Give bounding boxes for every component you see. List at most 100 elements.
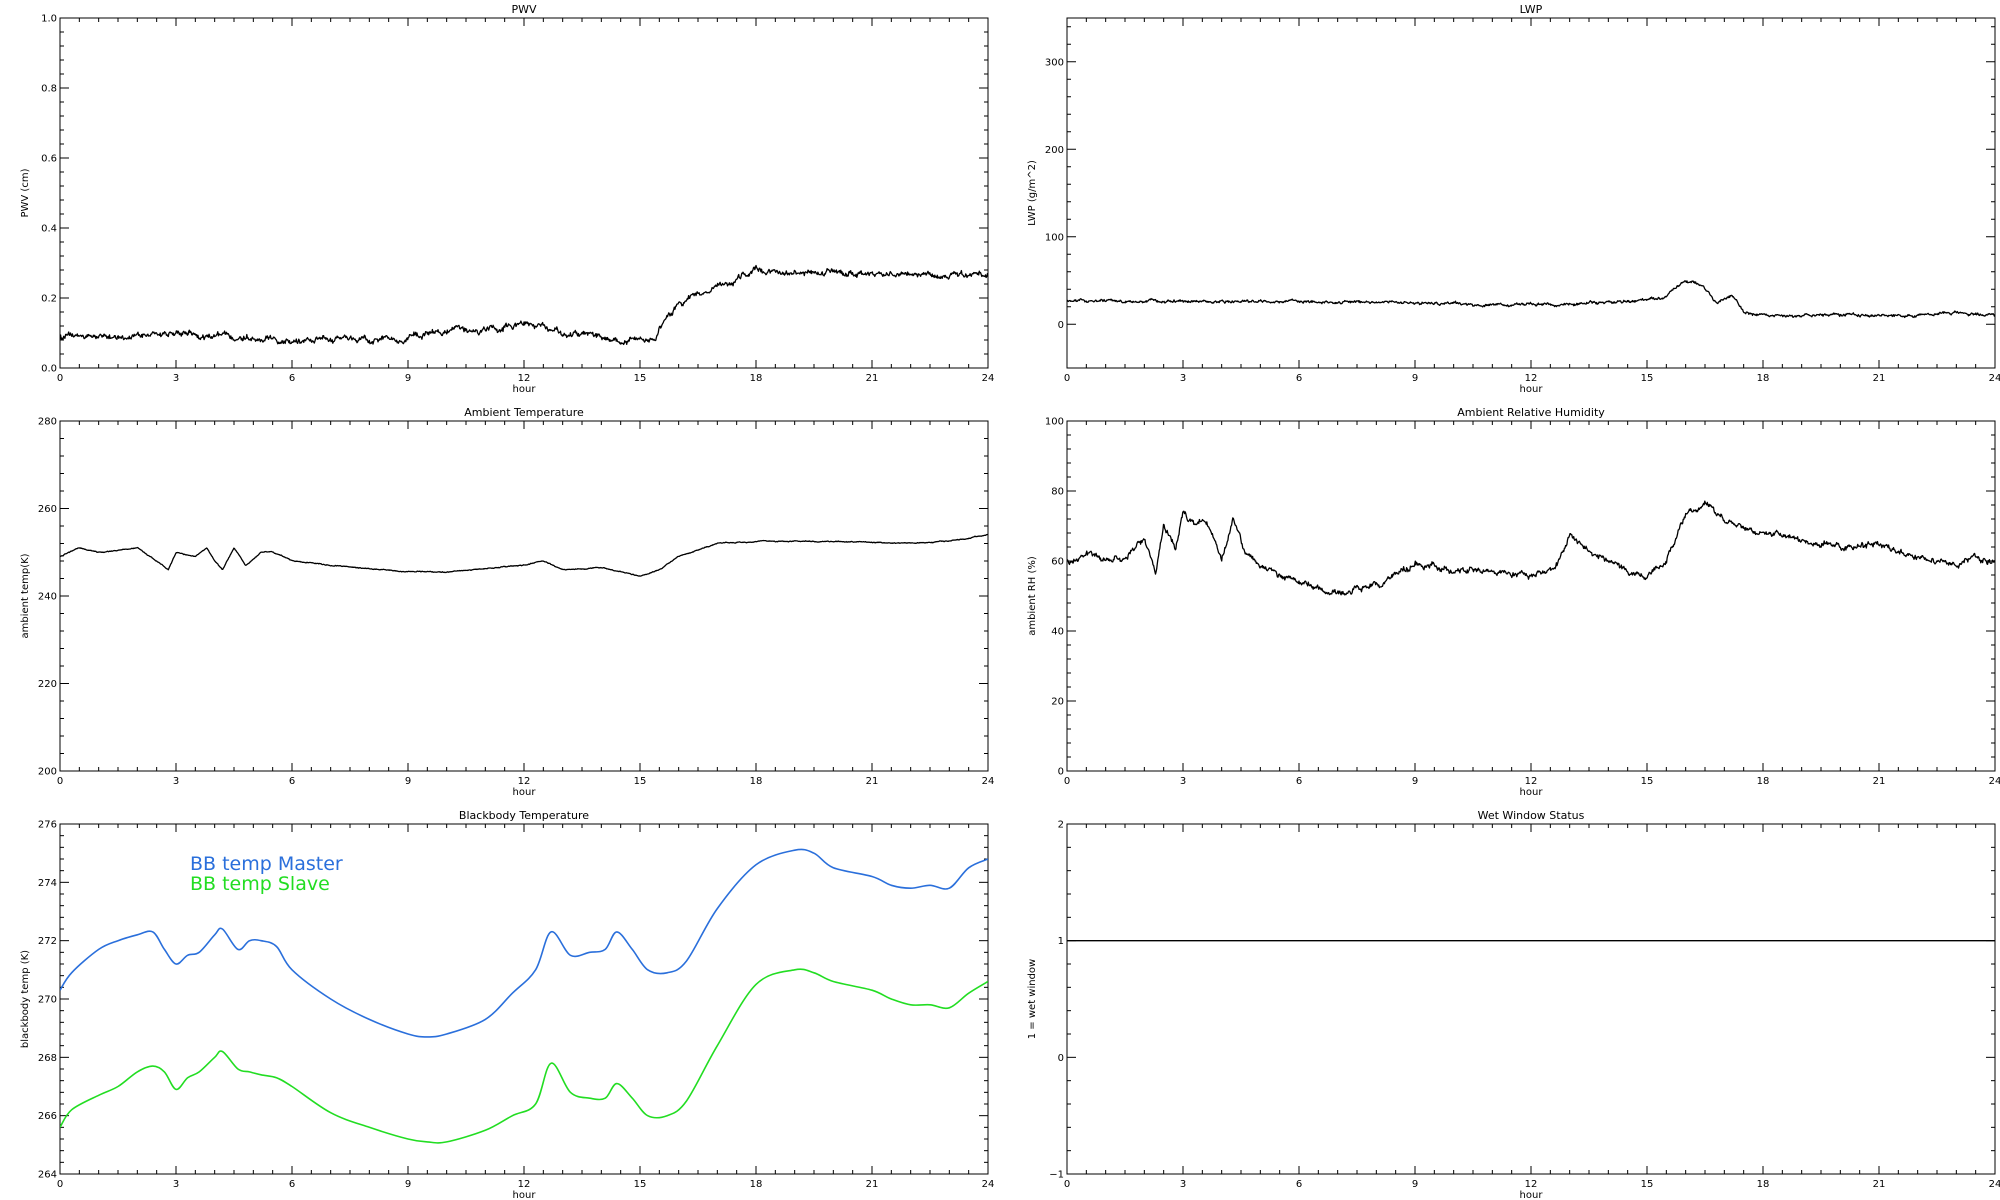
pwv-xtick-label: 24 xyxy=(982,373,995,384)
lwp-xtick-label: 24 xyxy=(1989,373,2000,384)
ambient-temperature-ylabel: ambient temp(K) xyxy=(20,553,31,638)
wet-window-status-ytick-label: 0 xyxy=(1058,1053,1064,1064)
blackbody-temperature-ytick-label: 270 xyxy=(38,995,57,1006)
pwv-ytick-label: 1.0 xyxy=(41,14,57,25)
ambient-temperature-ytick-label: 240 xyxy=(38,592,57,603)
ambient-relative-humidity-ytick-label: 0 xyxy=(1058,767,1064,778)
blackbody-temperature-ytick-label: 272 xyxy=(38,936,57,947)
wet-window-status-frame xyxy=(1066,823,1996,1175)
lwp-xtick-label: 9 xyxy=(1412,373,1418,384)
pwv-series-1 xyxy=(60,264,988,346)
ambient-temperature-title: Ambient Temperature xyxy=(464,406,584,419)
pwv-xtick-label: 6 xyxy=(289,373,295,384)
ambient-temperature-xtick-label: 0 xyxy=(57,776,63,787)
wet-window-status-xtick-label: 12 xyxy=(1525,1179,1538,1190)
lwp-xtick-label: 12 xyxy=(1525,373,1538,384)
lwp-xlabel: hour xyxy=(1520,384,1544,395)
ambient-temperature-series-1 xyxy=(60,533,988,577)
blackbody-temperature-legend-bb-temp-slave: BB temp Slave xyxy=(190,873,330,895)
wet-window-status-ytick-label: −1 xyxy=(1049,1170,1064,1181)
blackbody-temperature-legend-bb-temp-master: BB temp Master xyxy=(190,853,343,875)
ambient-relative-humidity-xtick-label: 21 xyxy=(1873,776,1886,787)
blackbody-temperature-title: Blackbody Temperature xyxy=(459,809,589,822)
ambient-relative-humidity-xtick-label: 9 xyxy=(1412,776,1418,787)
wet-window-status-ytick-label: 2 xyxy=(1058,820,1064,831)
ambient-temperature-ytick-label: 200 xyxy=(38,767,57,778)
lwp-panel: LWP 0 3 6 9 12 15 18 21 24 hour 0 100 200 300 LWP (g/m^… xyxy=(1027,3,2000,395)
ambient-temperature-xtick-label: 18 xyxy=(750,776,763,787)
wet-window-status-xtick-label: 15 xyxy=(1641,1179,1654,1190)
ambient-relative-humidity-xtick-label: 6 xyxy=(1296,776,1302,787)
pwv-panel: PWV 0 3 6 9 12 15 18 21 24 hour 0.0 0.2 0.4 0.6 0.8 1.0 P… xyxy=(20,3,994,395)
pwv-ytick-label: 0.2 xyxy=(41,294,57,305)
lwp-series-1 xyxy=(1067,280,1995,319)
pwv-xlabel: hour xyxy=(513,384,537,395)
blackbody-temperature-xtick-label: 21 xyxy=(866,1179,879,1190)
ambient-relative-humidity-title: Ambient Relative Humidity xyxy=(1457,406,1605,419)
pwv-xtick-label: 3 xyxy=(173,373,179,384)
ambient-temperature-xtick-label: 15 xyxy=(634,776,647,787)
blackbody-temperature-xtick-label: 9 xyxy=(405,1179,411,1190)
blackbody-temperature-ytick-label: 264 xyxy=(38,1170,57,1181)
lwp-ytick-label: 300 xyxy=(1045,57,1064,68)
lwp-xtick-label: 21 xyxy=(1873,373,1886,384)
blackbody-temperature-ytick-label: 276 xyxy=(38,820,57,831)
ambient-relative-humidity-ylabel: ambient RH (%) xyxy=(1027,556,1038,636)
lwp-xtick-label: 18 xyxy=(1757,373,1770,384)
blackbody-temperature-series-bb-temp-slave xyxy=(60,968,988,1144)
wet-window-status-xtick-label: 9 xyxy=(1412,1179,1418,1190)
blackbody-temperature-series-bb-temp-master xyxy=(60,848,988,1038)
wet-window-status-title: Wet Window Status xyxy=(1478,809,1585,822)
ambient-relative-humidity-panel: Ambient Relative Humidity 0 3 6 9 12 15 18 21 24 h… xyxy=(1027,406,2000,798)
ambient-relative-humidity-ytick-label: 80 xyxy=(1051,487,1064,498)
blackbody-temperature-panel: Blackbody Temperature 0 3 6 9 12 15 18 21 24 hour 2… xyxy=(20,809,994,1200)
lwp-ytick-label: 0 xyxy=(1058,320,1064,331)
lwp-ytick-label: 100 xyxy=(1045,232,1064,243)
ambient-relative-humidity-ytick-label: 100 xyxy=(1045,417,1064,428)
blackbody-temperature-xtick-label: 6 xyxy=(289,1179,295,1190)
lwp-xtick-label: 0 xyxy=(1064,373,1070,384)
blackbody-temperature-ylabel: blackbody temp (K) xyxy=(20,950,31,1048)
ambient-temperature-ytick-label: 280 xyxy=(38,417,57,428)
ambient-temperature-xtick-label: 12 xyxy=(518,776,531,787)
wet-window-status-ylabel: 1 = wet window xyxy=(1027,959,1038,1039)
wet-window-status-xtick-label: 0 xyxy=(1064,1179,1070,1190)
wet-window-status-xtick-label: 21 xyxy=(1873,1179,1886,1190)
pwv-ytick-label: 0.4 xyxy=(41,224,57,235)
ambient-temperature-xtick-label: 21 xyxy=(866,776,879,787)
pwv-xtick-label: 0 xyxy=(57,373,63,384)
wet-window-status-xtick-label: 18 xyxy=(1757,1179,1770,1190)
lwp-xtick-label: 3 xyxy=(1180,373,1186,384)
ambient-relative-humidity-xtick-label: 12 xyxy=(1525,776,1538,787)
wet-window-status-xtick-label: 6 xyxy=(1296,1179,1302,1190)
pwv-title: PWV xyxy=(511,3,537,16)
ambient-temperature-xtick-label: 9 xyxy=(405,776,411,787)
ambient-relative-humidity-xtick-label: 24 xyxy=(1989,776,2000,787)
wet-window-status-xlabel: hour xyxy=(1520,1190,1544,1200)
blackbody-temperature-xtick-label: 18 xyxy=(750,1179,763,1190)
ambient-relative-humidity-xtick-label: 0 xyxy=(1064,776,1070,787)
lwp-ytick-label: 200 xyxy=(1045,145,1064,156)
ambient-relative-humidity-xtick-label: 3 xyxy=(1180,776,1186,787)
pwv-xtick-label: 15 xyxy=(634,373,647,384)
blackbody-temperature-xtick-label: 24 xyxy=(982,1179,995,1190)
ambient-relative-humidity-xtick-label: 15 xyxy=(1641,776,1654,787)
ambient-temperature-ytick-label: 220 xyxy=(38,679,57,690)
pwv-ylabel: PWV (cm) xyxy=(20,168,31,217)
pwv-ytick-label: 0.8 xyxy=(41,84,57,95)
pwv-ytick-label: 0.6 xyxy=(41,154,57,165)
blackbody-temperature-xtick-label: 0 xyxy=(57,1179,63,1190)
ambient-relative-humidity-xtick-label: 18 xyxy=(1757,776,1770,787)
wet-window-status-xtick-label: 24 xyxy=(1989,1179,2000,1190)
ambient-temperature-ytick-label: 260 xyxy=(38,504,57,515)
pwv-ytick-label: 0.0 xyxy=(41,364,57,375)
blackbody-temperature-xtick-label: 12 xyxy=(518,1179,531,1190)
lwp-xtick-label: 15 xyxy=(1641,373,1654,384)
blackbody-temperature-xlabel: hour xyxy=(513,1190,537,1200)
lwp-xtick-label: 6 xyxy=(1296,373,1302,384)
ambient-temperature-xtick-label: 24 xyxy=(982,776,995,787)
ambient-relative-humidity-frame xyxy=(1066,420,1996,772)
wet-window-status-ytick-label: 1 xyxy=(1058,936,1064,947)
